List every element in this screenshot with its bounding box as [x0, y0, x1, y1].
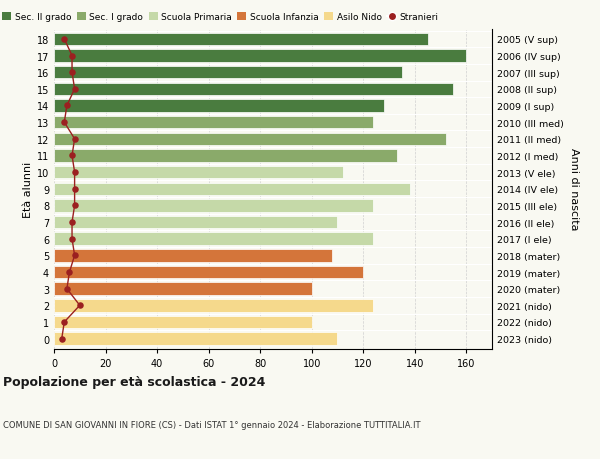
- Point: [70, 252, 79, 259]
- Point: [67, 53, 77, 60]
- Bar: [54, 34, 428, 46]
- Point: [62, 285, 71, 293]
- Bar: [54, 283, 311, 295]
- Bar: [54, 133, 446, 146]
- Bar: [54, 50, 466, 62]
- Text: COMUNE DI SAN GIOVANNI IN FIORE (CS) - Dati ISTAT 1° gennaio 2024 - Elaborazione: COMUNE DI SAN GIOVANNI IN FIORE (CS) - D…: [3, 420, 421, 429]
- Bar: [54, 333, 337, 345]
- Point: [70, 136, 79, 143]
- Y-axis label: Anni di nascita: Anni di nascita: [569, 148, 579, 230]
- Y-axis label: Età alunni: Età alunni: [23, 161, 32, 218]
- Bar: [54, 100, 384, 112]
- Point: [70, 169, 79, 176]
- Legend: Sec. II grado, Sec. I grado, Scuola Primaria, Scuola Infanzia, Asilo Nido, Stran: Sec. II grado, Sec. I grado, Scuola Prim…: [2, 13, 439, 22]
- Bar: [54, 150, 397, 162]
- Point: [57, 335, 67, 342]
- Point: [70, 185, 79, 193]
- Point: [59, 36, 69, 44]
- Point: [70, 202, 79, 210]
- Point: [75, 302, 85, 309]
- Bar: [54, 216, 337, 229]
- Point: [67, 152, 77, 160]
- Bar: [54, 67, 402, 79]
- Text: Popolazione per età scolastica - 2024: Popolazione per età scolastica - 2024: [3, 375, 265, 389]
- Bar: [54, 167, 343, 179]
- Bar: [54, 200, 373, 212]
- Point: [59, 319, 69, 326]
- Point: [59, 119, 69, 127]
- Bar: [54, 266, 363, 279]
- Point: [67, 219, 77, 226]
- Bar: [54, 84, 454, 96]
- Point: [67, 69, 77, 77]
- Bar: [54, 299, 373, 312]
- Bar: [54, 117, 373, 129]
- Bar: [54, 233, 373, 246]
- Bar: [54, 316, 311, 329]
- Bar: [54, 183, 410, 196]
- Point: [62, 103, 71, 110]
- Bar: [54, 250, 332, 262]
- Point: [65, 269, 74, 276]
- Point: [67, 235, 77, 243]
- Point: [70, 86, 79, 93]
